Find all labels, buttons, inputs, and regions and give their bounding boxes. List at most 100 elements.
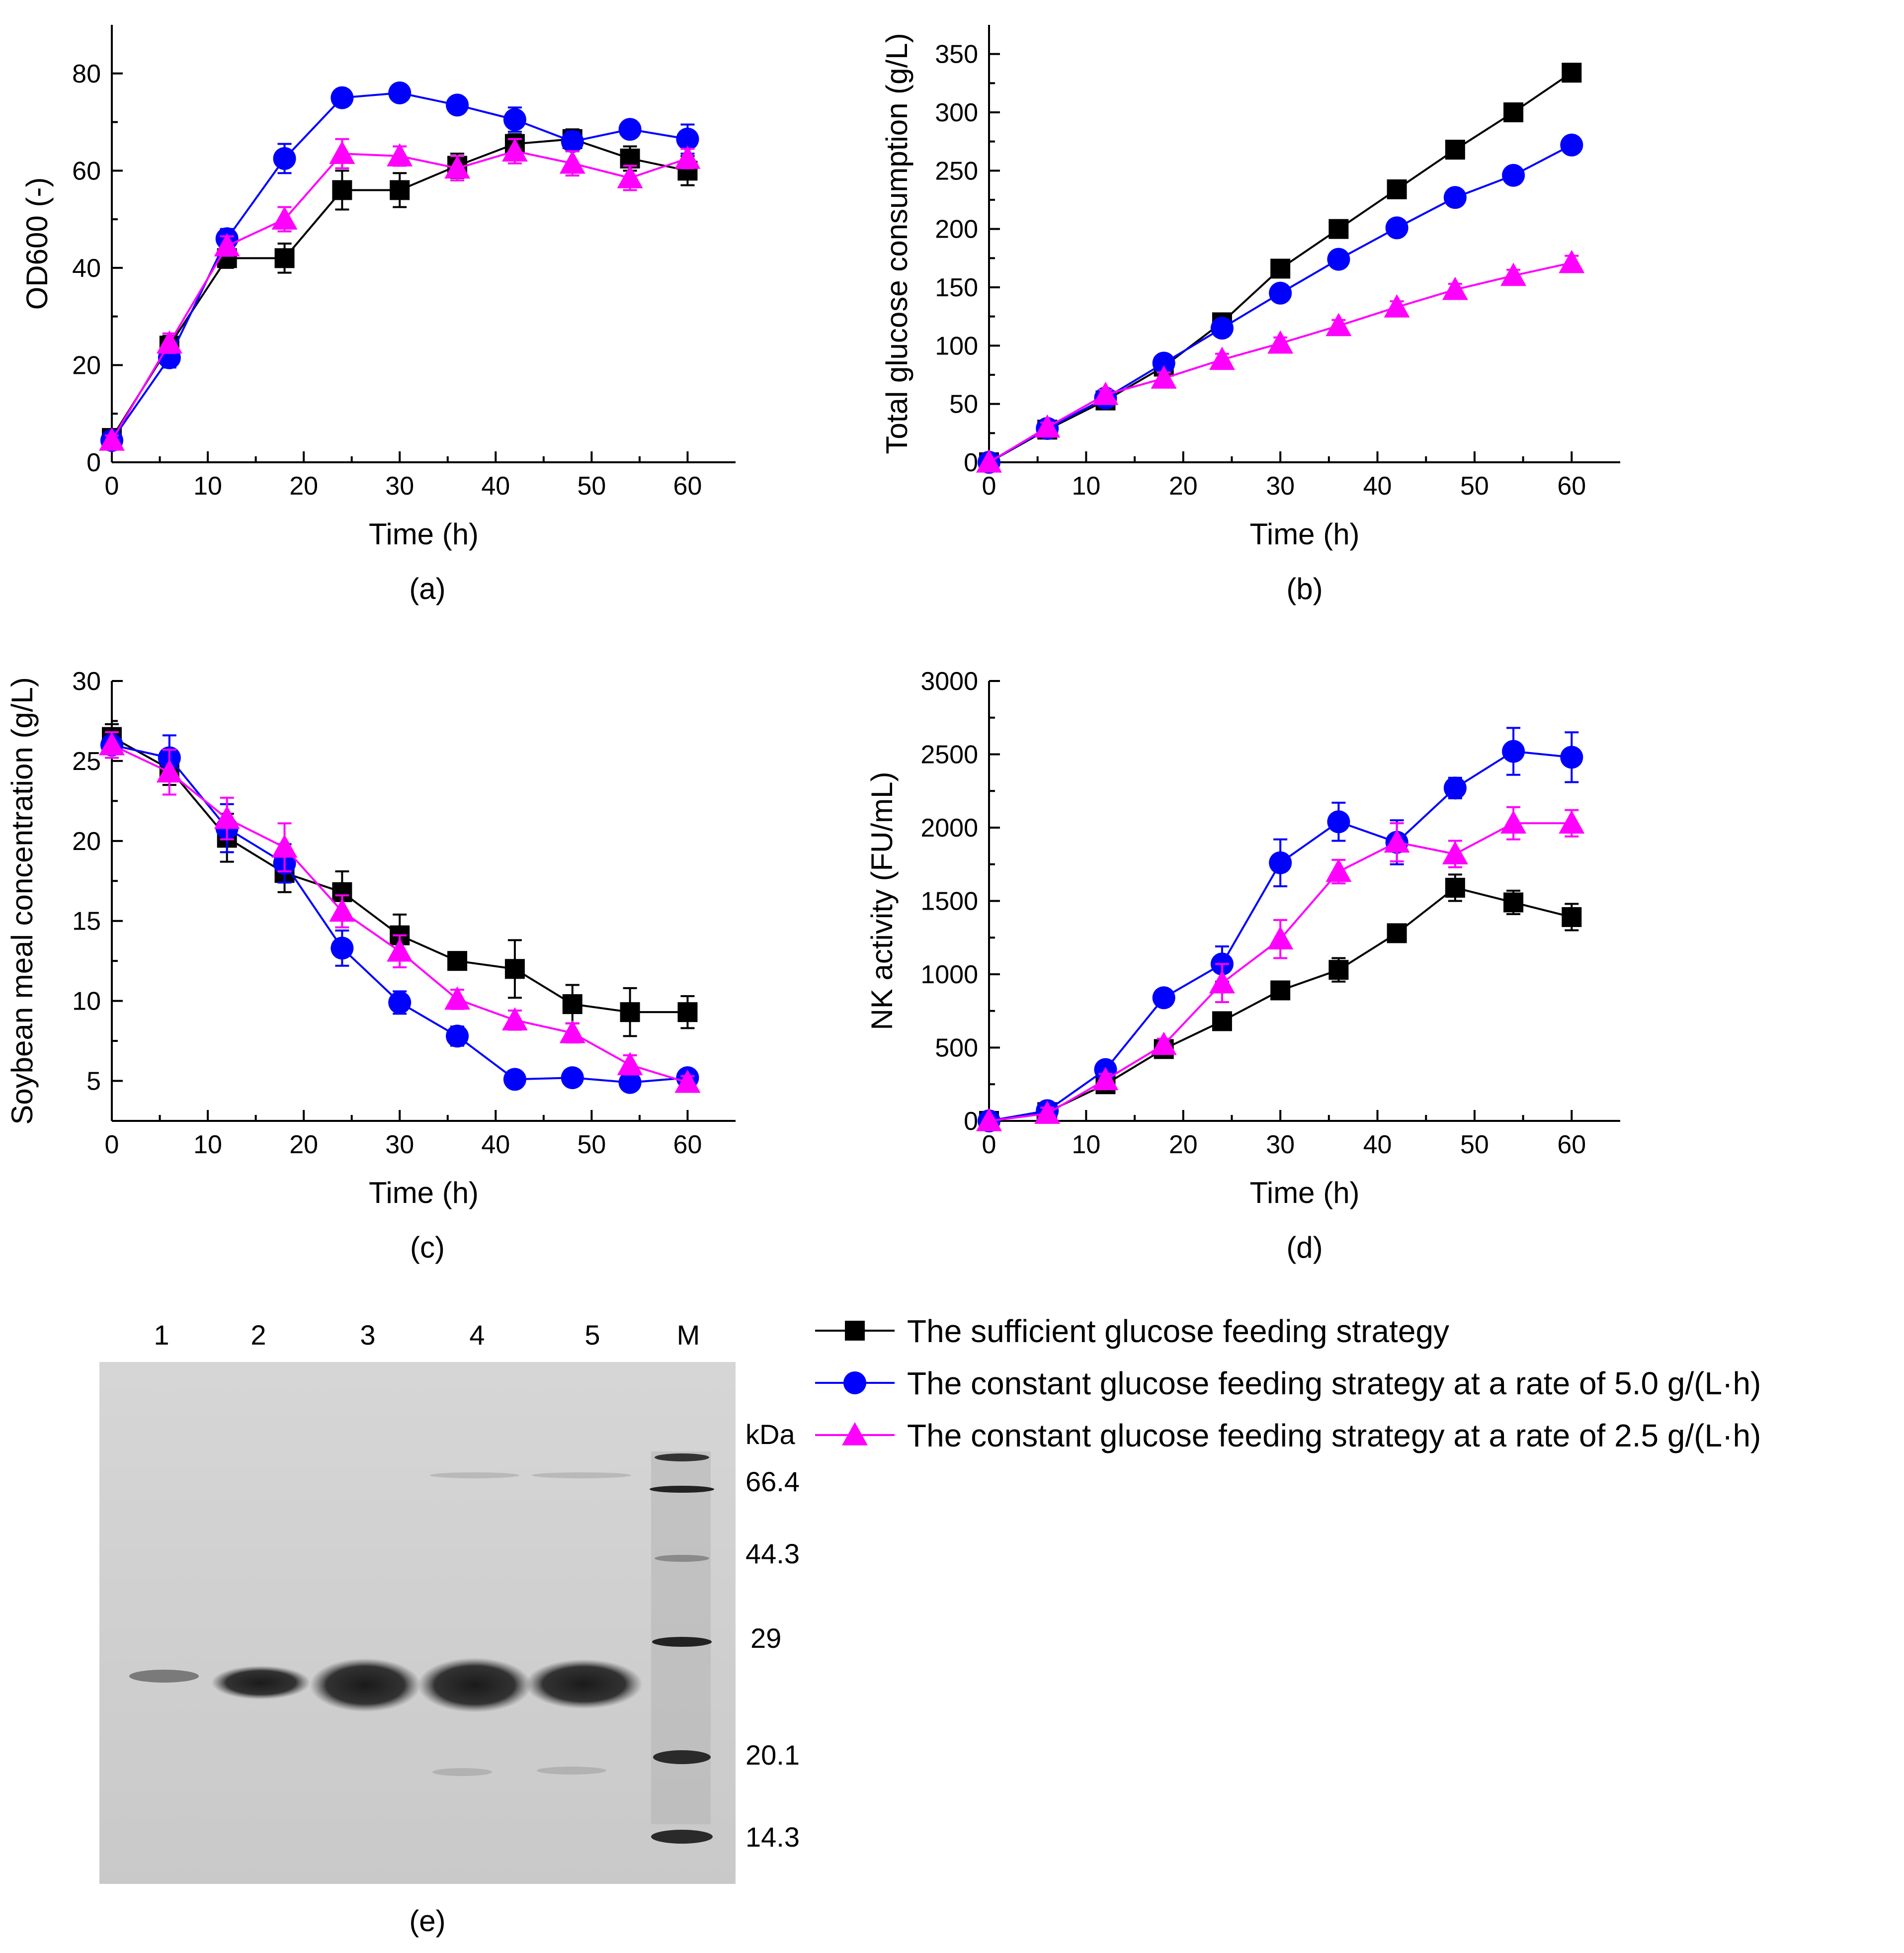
data-point <box>1210 317 1234 340</box>
x-tick-label: 30 <box>1266 1130 1295 1159</box>
x-tick-label: 10 <box>193 472 222 501</box>
data-point <box>1327 248 1350 271</box>
y-tick-label: 300 <box>935 98 978 127</box>
data-point <box>1212 1011 1232 1031</box>
data-point <box>1503 892 1524 913</box>
gel-marker-label-20: 20.1 <box>745 1739 800 1771</box>
data-point <box>444 986 471 1010</box>
data-point <box>1328 219 1349 239</box>
data-point <box>976 449 1002 473</box>
gel-band-lane-4 <box>417 1658 532 1712</box>
data-point <box>503 108 526 131</box>
data-point <box>331 86 354 109</box>
series-rate25 <box>99 731 701 1093</box>
panel-label-b: (b) <box>1286 572 1323 605</box>
x-tick-label: 30 <box>1266 472 1295 501</box>
sds-page-gel: 1 2 3 4 5 M kDa 66.4 44.3 29 20.1 14.3 (… <box>99 1319 800 1938</box>
series-sufficient <box>979 873 1582 1131</box>
gel-band-lane-2 <box>211 1666 311 1699</box>
series-rate25 <box>99 138 701 451</box>
gel-marker-label-14: 14.3 <box>745 1821 800 1853</box>
data-point <box>1387 179 1407 199</box>
gel-lane-label-1: 1 <box>154 1319 169 1351</box>
gel-marker-band-66 <box>650 1486 714 1493</box>
y-tick-label: 0 <box>964 1107 978 1136</box>
x-tick-label: 50 <box>577 472 606 501</box>
y-tick-label: 1000 <box>920 960 978 989</box>
y-axis-title: Soybean meal concentration (g/L) <box>5 677 39 1125</box>
data-point <box>1443 186 1467 209</box>
y-tick-label: 20 <box>72 827 101 856</box>
data-point <box>1151 365 1177 389</box>
data-point <box>1092 1067 1119 1091</box>
data-point <box>1151 1031 1177 1055</box>
data-point <box>1092 381 1119 405</box>
x-tick-label: 40 <box>1363 1130 1392 1159</box>
y-tick-label: 150 <box>935 273 978 302</box>
data-point <box>332 180 352 200</box>
data-point <box>329 141 355 164</box>
series-sufficient <box>102 128 698 448</box>
data-point <box>1560 746 1583 769</box>
data-point <box>618 1071 642 1094</box>
x-axis-title: Time (h) <box>369 1176 479 1209</box>
gel-band-faint-lane5-low <box>537 1767 606 1775</box>
data-point <box>501 1007 528 1031</box>
gel-marker-label-66: 66.4 <box>745 1466 800 1497</box>
series-sufficient <box>102 723 698 1037</box>
data-point <box>1445 140 1465 160</box>
x-axis-title: Time (h) <box>1249 517 1359 551</box>
y-axis-title: OD600 (-) <box>20 177 54 310</box>
legend-label: The constant glucose feeding strategy at… <box>907 1418 1761 1453</box>
data-point <box>329 898 355 922</box>
data-point <box>156 759 182 783</box>
x-tick-label: 60 <box>1557 472 1586 501</box>
chart-total-glucose: 0 10 20 30 40 50 60 0 50 100 150 200 250 300 350 Time (… <box>880 25 1620 605</box>
data-point <box>1500 262 1527 286</box>
data-point <box>1562 63 1582 83</box>
data-point <box>447 951 468 971</box>
x-tick-label: 10 <box>1072 472 1100 501</box>
gel-band-faint-lane4-low <box>432 1768 492 1776</box>
y-tick-label: 60 <box>72 157 101 185</box>
y-tick-label: 2500 <box>920 741 978 769</box>
x-tick-label: 20 <box>289 1130 318 1159</box>
data-point <box>271 834 298 858</box>
data-point <box>1502 164 1525 187</box>
data-point <box>446 93 469 117</box>
data-point <box>390 180 410 200</box>
data-point <box>1269 281 1292 305</box>
y-tick-label: 2000 <box>920 814 978 843</box>
data-point <box>387 143 413 167</box>
y-tick-label: 500 <box>935 1034 978 1063</box>
data-point <box>446 1024 469 1048</box>
data-point <box>1034 1101 1061 1124</box>
data-point <box>1267 330 1294 354</box>
x-tick-label: 20 <box>1169 472 1198 501</box>
legend-item-rate25: The constant glucose feeding strategy at… <box>815 1418 1761 1453</box>
gel-band-faint-lane5-top <box>532 1472 631 1478</box>
gel-marker-band-44 <box>655 1555 709 1562</box>
x-tick-label: 0 <box>105 1130 119 1159</box>
legend-marker-triangle <box>842 1422 868 1445</box>
series-sufficient <box>979 63 1582 472</box>
data-point <box>274 248 295 268</box>
data-point <box>1560 133 1583 157</box>
y-tick-label: 25 <box>72 747 101 776</box>
data-point <box>1443 776 1467 800</box>
panel-label-c: (c) <box>410 1231 445 1264</box>
x-tick-label: 20 <box>289 472 318 501</box>
y-tick-label: 30 <box>72 667 101 696</box>
data-point <box>388 81 412 104</box>
x-tick-label: 40 <box>481 1130 510 1159</box>
data-point <box>1387 923 1407 943</box>
x-tick-label: 20 <box>1169 1130 1198 1159</box>
data-point <box>273 147 296 170</box>
gel-unit-label: kDa <box>745 1419 795 1450</box>
gel-marker-label-29: 29 <box>750 1622 781 1654</box>
data-point <box>99 427 125 451</box>
legend-label: The sufficient glucose feeding strategy <box>907 1313 1449 1349</box>
data-point <box>561 130 584 153</box>
data-point <box>99 732 125 756</box>
series-rate50 <box>100 81 699 452</box>
